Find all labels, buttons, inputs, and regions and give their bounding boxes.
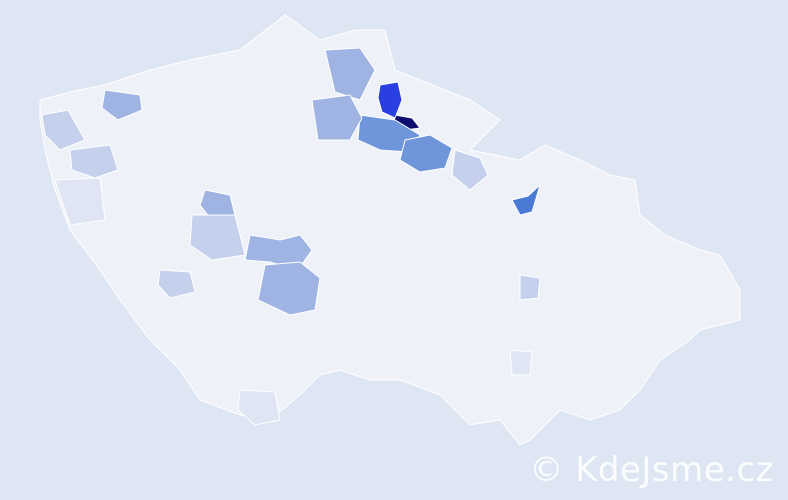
country-outline: [39, 14, 741, 446]
region-level-2: [41, 109, 86, 151]
region-level-5: [511, 183, 541, 216]
region-layer: [41, 47, 541, 426]
region-level-1: [54, 177, 106, 226]
region-level-3: [244, 234, 313, 271]
watermark-logo: © KdeJsme.cz: [529, 450, 774, 490]
region-level-2: [157, 269, 196, 299]
region-level-3: [257, 261, 321, 316]
region-level-2: [519, 274, 541, 301]
region-level-4: [399, 134, 453, 173]
region-level-1: [509, 349, 533, 376]
region-level-2: [69, 144, 119, 179]
region-level-3: [101, 89, 143, 121]
region-level-2: [189, 214, 246, 261]
region-level-1: [237, 389, 281, 426]
region-level-3: [311, 94, 363, 141]
region-level-2: [451, 149, 489, 191]
region-level-3: [324, 47, 376, 101]
region-level-6: [377, 81, 403, 119]
